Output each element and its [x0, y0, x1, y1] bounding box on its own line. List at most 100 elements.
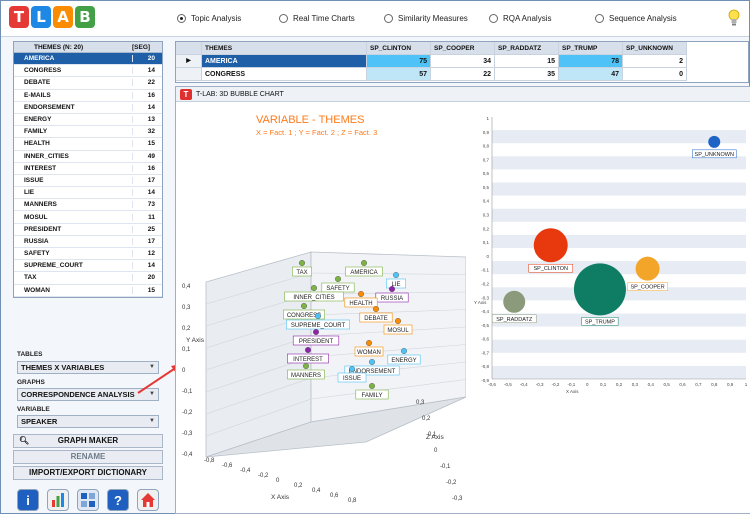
point-label-box [354, 346, 384, 357]
y-tick-label: 0,5 [483, 185, 490, 190]
x-tick-label: -0,2 [258, 473, 269, 479]
list-item[interactable]: INTEREST 16 [14, 163, 162, 175]
theme-name: ENERGY [24, 116, 52, 124]
grid-col-header[interactable]: SP_COOPER [431, 42, 495, 55]
theme-name: INTEREST [24, 164, 57, 172]
grid-col-header[interactable]: THEMES [202, 42, 367, 55]
theme-name: RUSSIA [24, 237, 49, 245]
data-point [314, 312, 321, 319]
y-axis-label: Y Axis [474, 300, 487, 305]
grid-band [492, 208, 746, 222]
grid-icon[interactable] [77, 489, 99, 511]
list-item[interactable]: ENERGY 13 [14, 114, 162, 127]
option-similarity-measures[interactable]: Similarity Measures [384, 14, 468, 23]
grid-value-cell[interactable]: 22 [431, 68, 495, 81]
radio-icon[interactable] [279, 14, 288, 23]
grid-value-cell[interactable]: 75 [367, 55, 431, 68]
grid-band [492, 156, 746, 170]
list-item[interactable]: FAMILY 32 [14, 126, 162, 139]
seg-header: [SEG] [132, 44, 151, 51]
y-tick-label: 0,1 [182, 347, 191, 353]
y-tick-label: -0,2 [481, 281, 489, 286]
data-point [392, 271, 399, 278]
graphs-select[interactable]: CORRESPONDENCE ANALYSIS ▼ [17, 388, 159, 401]
variable-select[interactable]: SPEAKER ▼ [17, 415, 159, 428]
data-point [334, 275, 341, 282]
grid-value-cell[interactable]: 78 [559, 55, 623, 68]
y-tick-label: -0,7 [481, 350, 489, 355]
point-label: CONGRESS [287, 313, 321, 319]
grid-value-cell[interactable]: 35 [495, 68, 559, 81]
grid-band [492, 313, 746, 327]
x-tick-label: 0,8 [348, 498, 357, 504]
chevron-down-icon[interactable]: ▼ [149, 364, 155, 370]
radio-icon[interactable] [489, 14, 498, 23]
grid-value-cell[interactable]: 57 [367, 68, 431, 81]
theme-name: AMERICA [24, 55, 55, 63]
chart-subtitle: X = Fact. 1 ; Y = Fact. 2 ; Z = Fact. 3 [256, 128, 378, 137]
list-item[interactable]: SUPREME_COURT 14 [14, 260, 162, 273]
import-export-dictionary-button[interactable]: IMPORT/EXPORT DICTIONARY [13, 466, 163, 480]
grid-col-header[interactable]: SP_CLINTON [367, 42, 431, 55]
data-point [357, 290, 364, 297]
list-item[interactable]: ENDORSEMENT 14 [14, 102, 162, 114]
list-item[interactable]: TAX 20 [14, 272, 162, 285]
list-item[interactable]: DEBATE 22 [14, 77, 162, 90]
theme-name: FAMILY [24, 128, 48, 136]
theme-name: WOMAN [24, 286, 50, 294]
option-real-time-charts[interactable]: Real Time Charts [279, 14, 355, 23]
list-item[interactable]: E-MAILS 16 [14, 90, 162, 102]
radio-icon[interactable] [595, 14, 604, 23]
list-item[interactable]: PRESIDENT 25 [14, 224, 162, 236]
table-row[interactable]: CONGRESS 57 22 35 47 0 [176, 68, 687, 81]
lightbulb-icon[interactable] [728, 9, 740, 27]
option-sequence-analysis[interactable]: Sequence Analysis [595, 14, 677, 23]
option-topic-analysis[interactable]: Topic Analysis [177, 14, 241, 23]
bubble-chart-window: T T-LAB: 3D BUBBLE CHART VARIABLE - THEM… [175, 86, 750, 514]
point-label-box [283, 309, 325, 320]
list-item[interactable]: ISSUE 17 [14, 175, 162, 188]
list-item[interactable]: ▷ AMERICA 20 [14, 53, 162, 66]
graph-maker-button[interactable]: 🔍︎ GRAPH MAKER [13, 434, 163, 448]
x-tick-label: 0 [276, 478, 280, 484]
rename-button[interactable]: RENAME [13, 450, 163, 464]
chart-3d[interactable]: 0,4 0,3 0,2 0,1 0 -0,1 -0,2 -0,3 -0,4 -0,8 -0,6 -0,… [176, 142, 466, 512]
info-icon[interactable]: i [17, 489, 39, 511]
chevron-down-icon[interactable]: ▼ [149, 391, 155, 397]
help-icon[interactable]: ? [107, 489, 129, 511]
list-item[interactable]: WOMAN 15 [14, 285, 162, 297]
x-tick-label: -0,1 [567, 382, 575, 387]
grid-value-cell[interactable]: 0 [623, 68, 687, 81]
bubble-label: SP_CLINTON [534, 266, 568, 272]
chart-2d[interactable]: 1 0,9 0,8 0,7 0,6 0,5 0,4 0,3 0,2 0,1 0 -0,1 -0,2 -0,… [466, 109, 750, 409]
grid-value-cell[interactable]: 15 [495, 55, 559, 68]
list-item[interactable]: MANNERS 73 [14, 199, 162, 212]
home-icon[interactable] [137, 489, 159, 511]
grid-col-header[interactable]: SP_TRUMP [559, 42, 623, 55]
grid-value-cell[interactable]: 2 [623, 55, 687, 68]
point-label-box [383, 324, 413, 335]
point-label: ISSUE [343, 376, 361, 382]
list-item[interactable]: SAFETY 12 [14, 248, 162, 261]
grid-col-header[interactable]: SP_UNKNOWN [623, 42, 687, 55]
radio-icon[interactable] [177, 14, 186, 23]
list-item[interactable]: MOSUL 11 [14, 211, 162, 224]
list-item[interactable]: CONGRESS 14 [14, 65, 162, 78]
radio-icon[interactable] [384, 14, 393, 23]
list-item[interactable]: HEALTH 15 [14, 138, 162, 151]
option-rqa-analysis[interactable]: RQA Analysis [489, 14, 551, 23]
list-item[interactable]: RUSSIA 17 [14, 236, 162, 248]
list-item[interactable]: LIE 14 [14, 187, 162, 200]
grid-theme-cell[interactable]: CONGRESS [202, 68, 367, 81]
bubble [503, 290, 526, 313]
chevron-down-icon[interactable]: ▼ [149, 418, 155, 424]
grid-theme-cell[interactable]: AMERICA [202, 55, 367, 68]
grid-value-cell[interactable]: 34 [431, 55, 495, 68]
list-item[interactable]: INNER_CITIES 49 [14, 151, 162, 163]
point-label-box [375, 292, 409, 303]
grid-value-cell[interactable]: 47 [559, 68, 623, 81]
table-row[interactable]: ▶ AMERICA 75 34 15 78 2 [176, 55, 687, 68]
grid-col-header[interactable]: SP_RADDATZ [495, 42, 559, 55]
bar-chart-icon[interactable] [47, 489, 69, 511]
tables-select[interactable]: THEMES X VARIABLES ▼ [17, 361, 159, 374]
